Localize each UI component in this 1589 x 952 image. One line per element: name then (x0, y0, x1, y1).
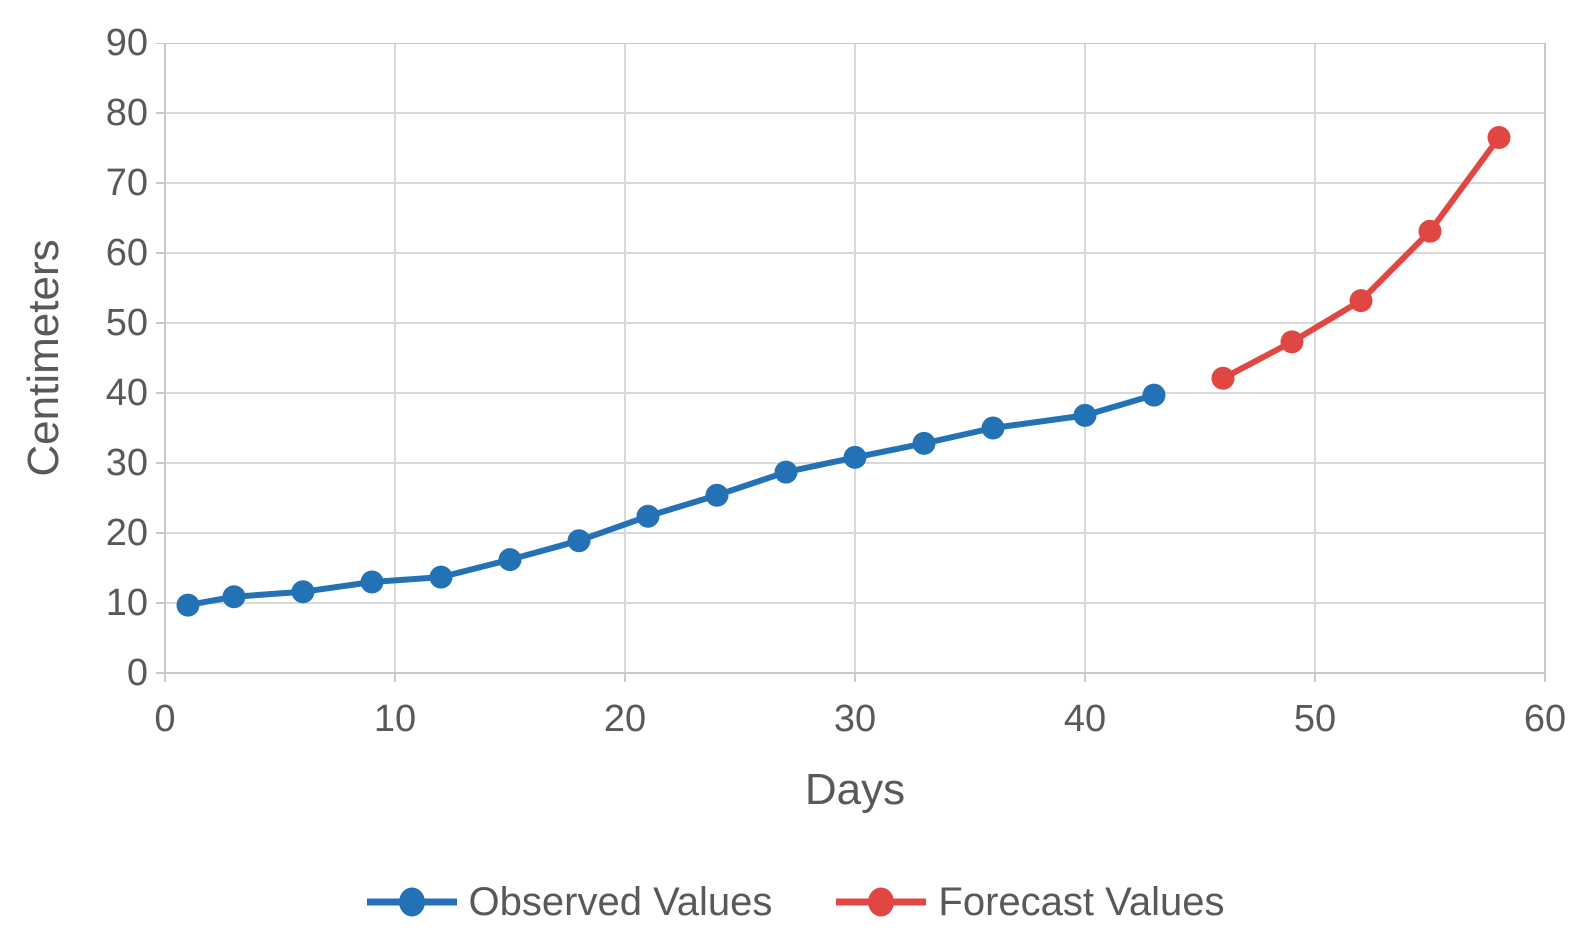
observed-marker (636, 504, 660, 528)
forecast-marker (1211, 366, 1235, 390)
observed-marker (360, 570, 384, 594)
observed-marker (912, 431, 936, 455)
x-tick-label: 60 (1523, 698, 1567, 740)
forecast-series-line (1220, 134, 1502, 382)
y-tick-label: 90 (105, 22, 148, 64)
observed-marker (222, 585, 246, 609)
observed-marker (1142, 383, 1166, 407)
observed-marker (429, 565, 453, 589)
y-tick-label: 10 (105, 582, 148, 624)
observed-marker (981, 416, 1005, 440)
y-tick-label: 0 (126, 652, 148, 694)
legend-label: Forecast Values (938, 880, 1225, 924)
x-tick-label: 50 (1293, 698, 1337, 740)
plot-svg (156, 43, 1546, 682)
gridlines (164, 43, 1546, 674)
observed-marker (705, 483, 729, 507)
y-tick-label: 40 (105, 372, 148, 414)
y-tick-label: 50 (105, 302, 148, 344)
y-tick-label: 70 (105, 162, 148, 204)
observed-marker (843, 445, 867, 469)
legend-swatch-marker (398, 887, 425, 917)
observed-series-line (185, 392, 1157, 609)
x-tick-label: 40 (1063, 698, 1107, 740)
forecast-marker (1487, 126, 1511, 149)
series-forecast (1211, 126, 1511, 390)
x-tick-label: 30 (833, 698, 877, 740)
legend-line-marker-swatch (366, 887, 457, 917)
observed-marker (291, 580, 315, 604)
legend-item-forecast: Forecast Values (834, 880, 1224, 924)
observed-marker (498, 548, 522, 572)
legend-item-observed: Observed Values (365, 880, 773, 924)
x-tick-label: 10 (373, 698, 417, 740)
forecast-marker (1280, 330, 1304, 354)
y-tick-label: 20 (105, 512, 148, 554)
observed-marker (567, 529, 591, 553)
x-tick-label: 0 (154, 698, 176, 740)
y-tick-label: 30 (105, 442, 148, 484)
legend-label: Observed Values (468, 880, 773, 924)
observed-marker (774, 460, 798, 484)
y-tick-label: 60 (105, 232, 148, 274)
y-axis-title: Centimeters (19, 239, 68, 477)
legend-line-marker-swatch (836, 887, 927, 917)
forecast-marker (1349, 289, 1373, 313)
observed-marker (176, 593, 200, 617)
legend-swatch-marker (868, 887, 895, 917)
axis-tick-marks (156, 43, 1546, 682)
x-axis-title: Days (804, 765, 906, 814)
forecast-marker (1418, 219, 1442, 243)
x-tick-label: 20 (603, 698, 647, 740)
legend: Observed Values Forecast Values (0, 880, 1589, 924)
y-tick-label: 80 (105, 92, 148, 134)
observed-marker (1073, 403, 1097, 427)
series-observed (176, 383, 1166, 617)
